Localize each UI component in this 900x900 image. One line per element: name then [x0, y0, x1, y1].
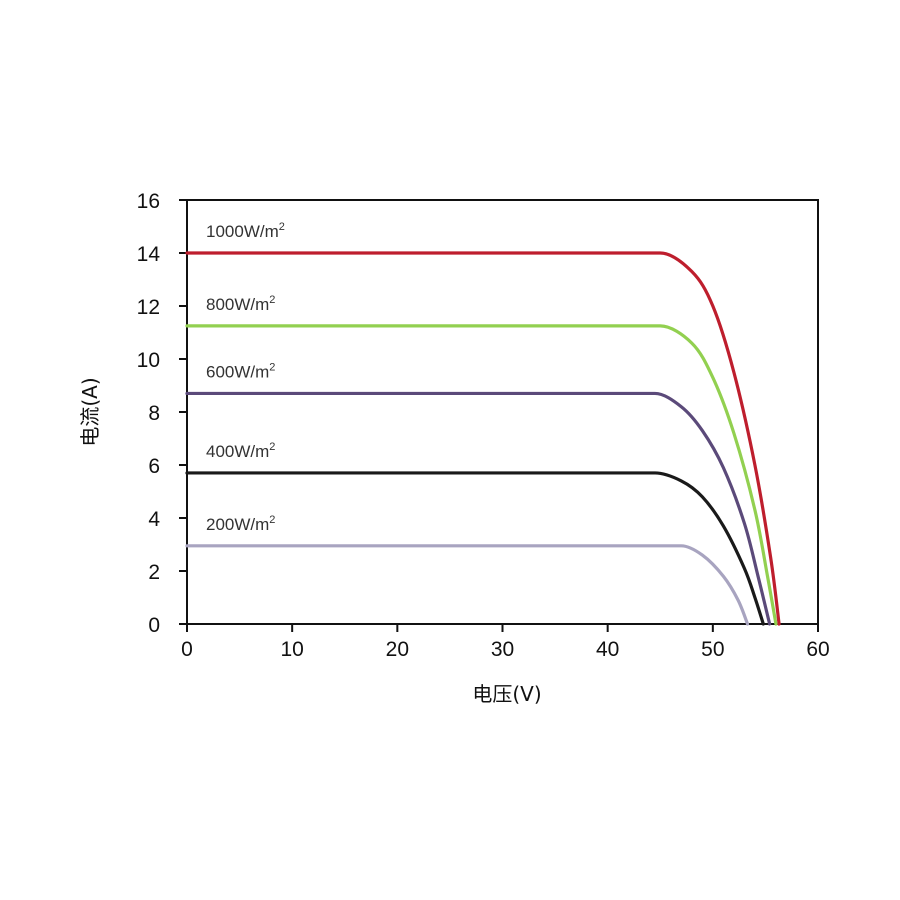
- y-tick-label: 16: [137, 190, 160, 213]
- x-axis-label: 电压(V): [472, 682, 541, 706]
- series-labels: 1000W/m2 800W/m2 600W/m2 400W/m2 200W/m2: [206, 221, 285, 534]
- x-axis-ticks: 0 10 20 30 40 50 60: [181, 624, 830, 661]
- y-tick-label: 10: [137, 349, 160, 372]
- series-label: 400W/m2: [206, 441, 275, 461]
- x-tick-label: 20: [386, 638, 409, 661]
- series-line: [185, 324, 778, 626]
- series-label: 600W/m2: [206, 361, 275, 381]
- x-tick-label: 30: [491, 638, 514, 661]
- series-line: [185, 251, 781, 626]
- y-axis-label: 电流(A): [78, 377, 102, 446]
- series-label: 800W/m2: [206, 294, 275, 314]
- y-tick-label: 6: [148, 455, 160, 478]
- x-tick-label: 40: [596, 638, 619, 661]
- x-tick-label: 50: [701, 638, 724, 661]
- y-tick-label: 8: [148, 402, 160, 425]
- x-tick-label: 60: [806, 638, 829, 661]
- y-tick-label: 12: [137, 296, 160, 319]
- y-tick-label: 14: [137, 243, 161, 266]
- x-tick-label: 0: [181, 638, 193, 661]
- y-axis-ticks: 0 2 4 6 8 10 12 14 16: [137, 190, 187, 637]
- y-tick-label: 4: [148, 508, 160, 531]
- series-lines: [185, 251, 781, 626]
- y-tick-label: 2: [148, 561, 160, 584]
- series-label: 200W/m2: [206, 514, 275, 534]
- series-label: 1000W/m2: [206, 221, 285, 241]
- x-tick-label: 10: [280, 638, 303, 661]
- series-line: [185, 471, 765, 626]
- series-line: [185, 544, 750, 626]
- plot-frame: [186, 199, 819, 625]
- series-line: [185, 391, 772, 626]
- y-tick-label: 0: [148, 614, 160, 637]
